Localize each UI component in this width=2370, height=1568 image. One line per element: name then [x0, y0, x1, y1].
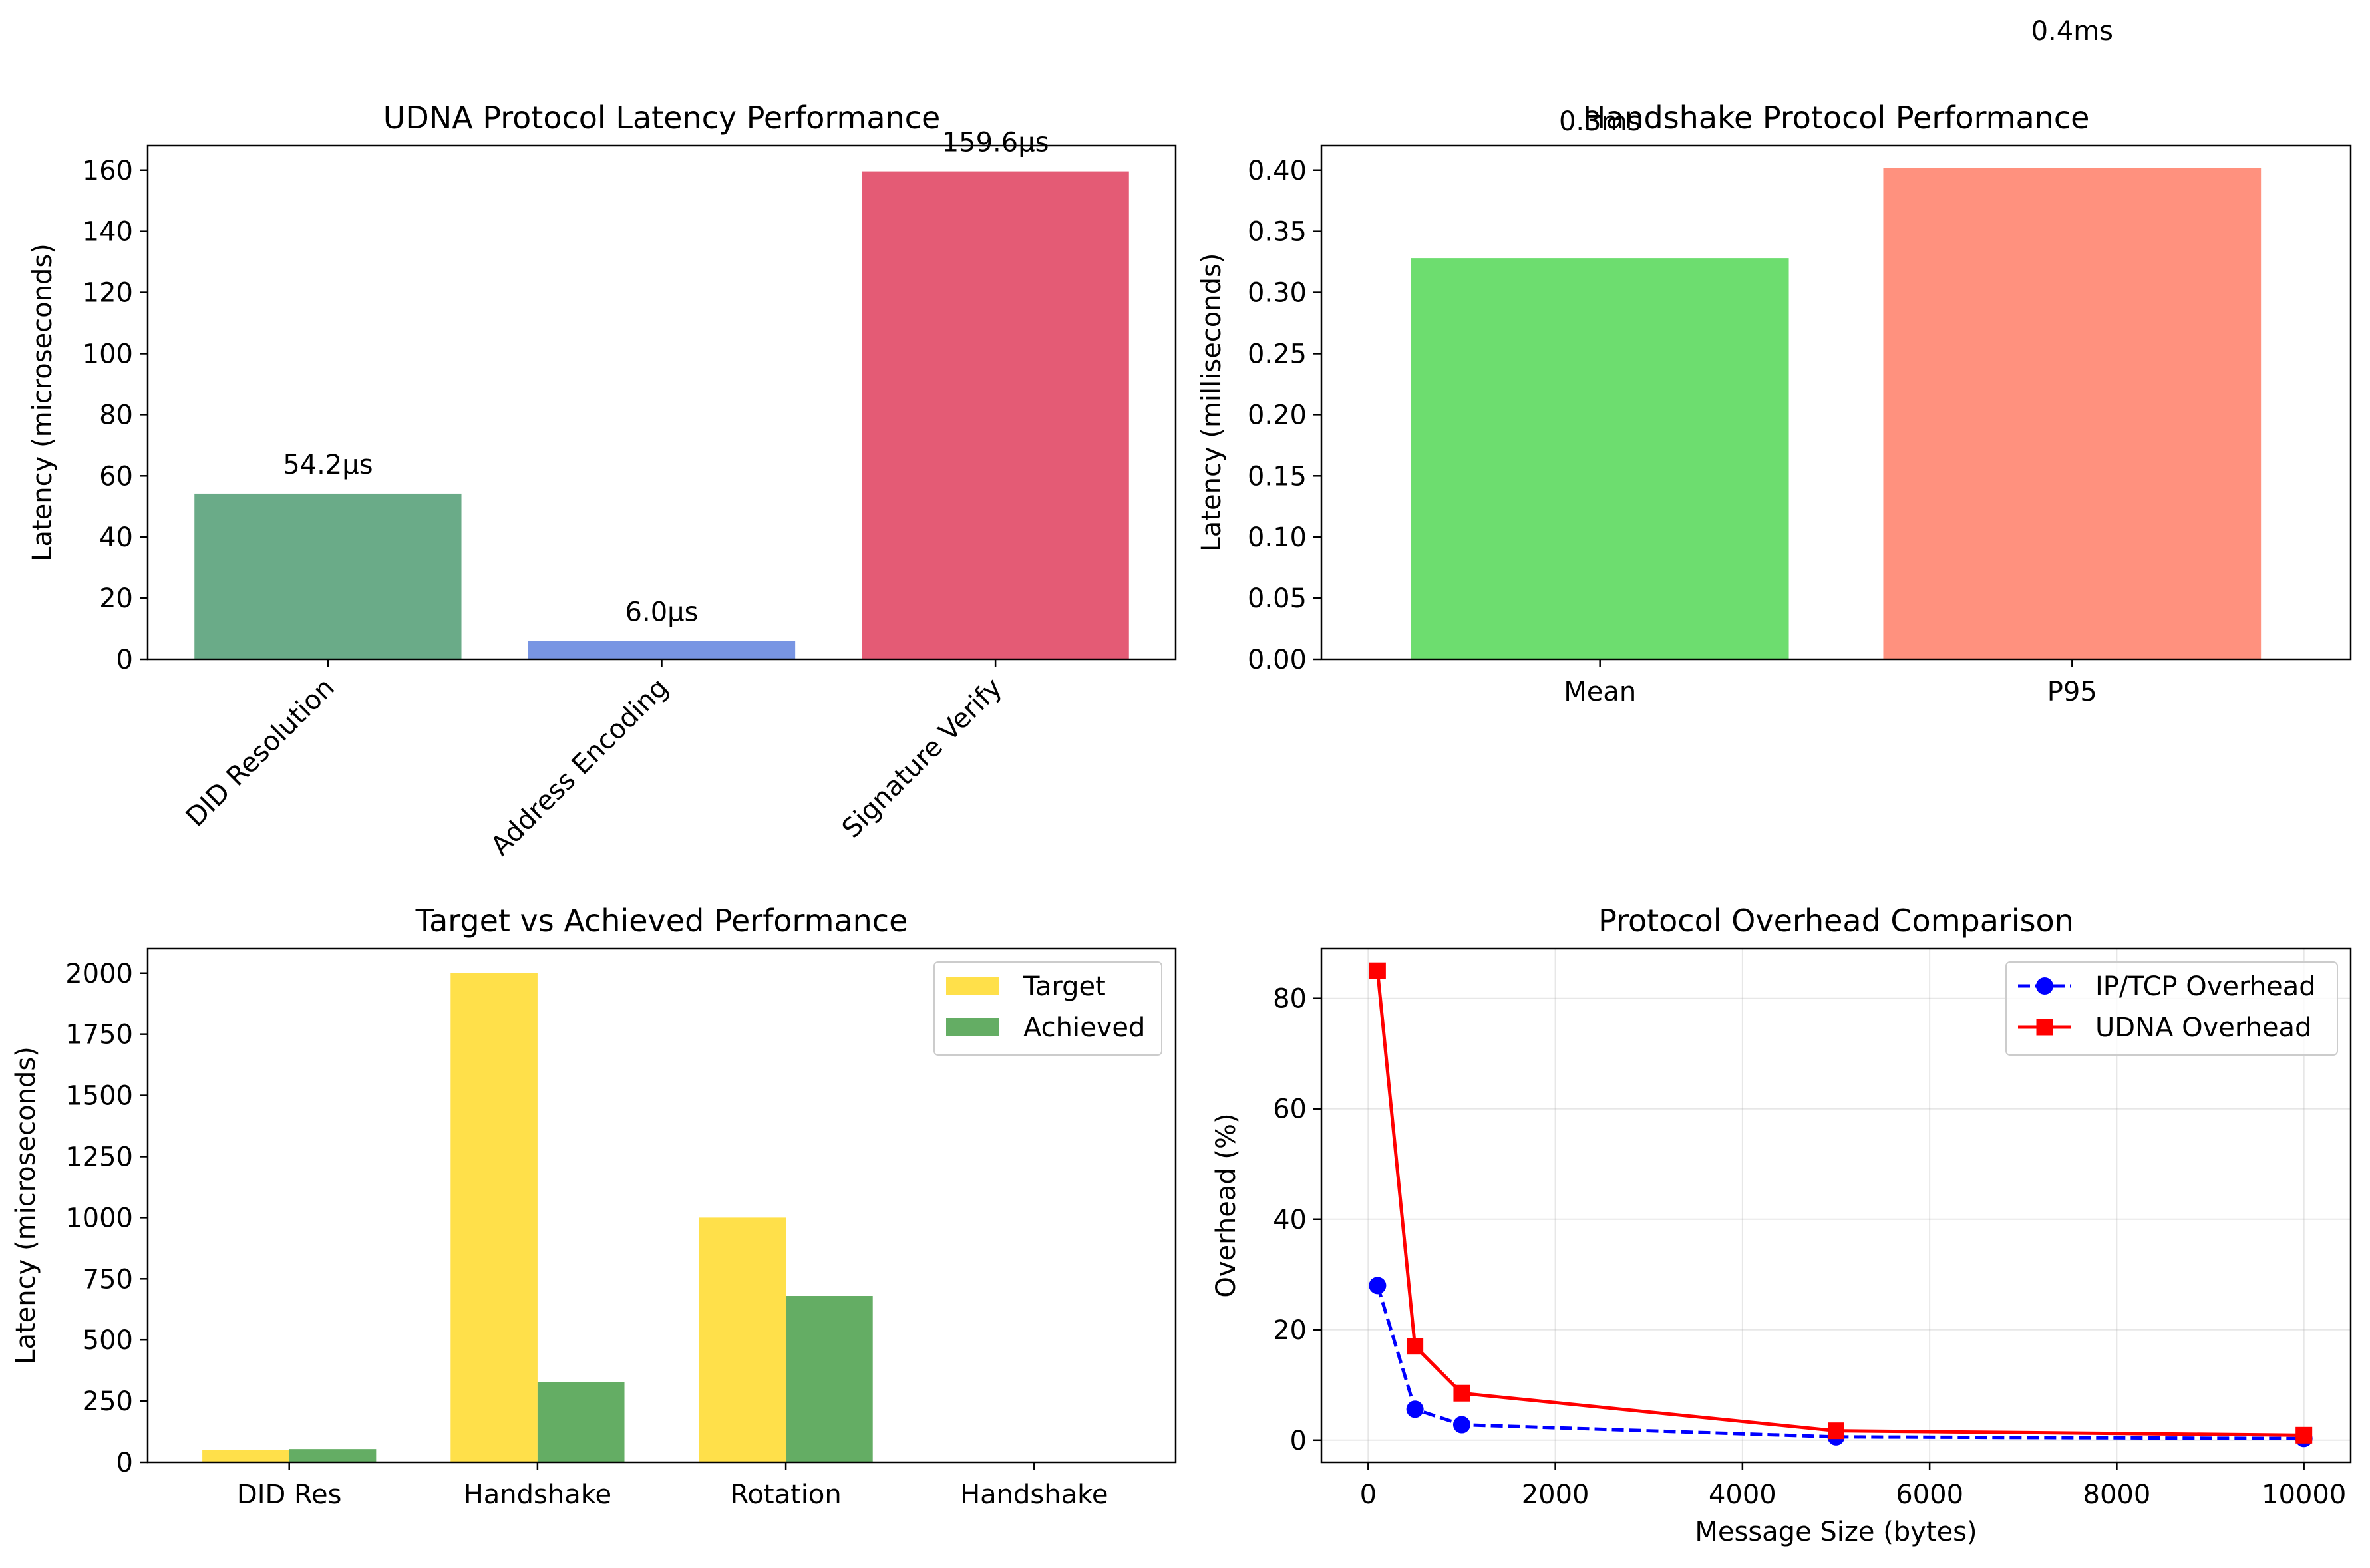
y-tick-label: 1500	[65, 1081, 133, 1112]
y-tick-label: 250	[83, 1386, 133, 1417]
data-point	[1453, 1384, 1470, 1402]
bar-target-2	[699, 1217, 786, 1462]
plot-frame-2	[146, 947, 1177, 1464]
y-tick-label: 0.30	[1248, 278, 1307, 309]
bar-0	[1411, 258, 1789, 660]
y-tick-label: 2000	[65, 959, 133, 989]
bar-value-label: 159.6μs	[942, 128, 1049, 158]
data-point	[1828, 1422, 1844, 1440]
data-point	[1407, 1338, 1424, 1355]
bar-1	[1883, 168, 2262, 660]
y-axis-label: Latency (microseconds)	[11, 1046, 41, 1364]
y-tick-label: 160	[83, 156, 133, 186]
chart-title: Target vs Achieved Performance	[415, 903, 908, 939]
legend-swatch	[946, 977, 999, 995]
x-tick-label: Mean	[1564, 677, 1636, 707]
bar-target-0	[202, 1450, 289, 1462]
legend: IP/TCP Overhead UDNA Overhead	[2005, 961, 2338, 1056]
y-tick-label: 80	[99, 400, 133, 430]
y-tick-label: 1000	[65, 1203, 133, 1233]
x-tick-label: Handshake	[464, 1480, 611, 1510]
legend-swatch	[946, 1018, 999, 1036]
plot-frame-3	[1320, 947, 2352, 1464]
y-tick-label: 100	[83, 339, 133, 369]
y-tick-label: 20	[1273, 1315, 1307, 1346]
legend-label: Achieved	[1023, 1013, 1145, 1043]
bar-achieved-0	[289, 1449, 377, 1462]
bar-value-label: 54.2μs	[283, 450, 373, 480]
chart-title: Handshake Protocol Performance	[1583, 100, 2090, 136]
data-point	[2295, 1426, 2313, 1444]
bar-value-label: 0.4ms	[2031, 16, 2113, 47]
legend-marker	[2036, 1019, 2053, 1036]
y-tick-label: 750	[83, 1264, 133, 1295]
chart-title: UDNA Protocol Latency Performance	[383, 100, 941, 136]
y-tick-label: 60	[1273, 1094, 1307, 1125]
x-tick-label: 10000	[2262, 1480, 2346, 1510]
y-tick-label: 0.35	[1248, 217, 1307, 247]
x-tick-label: Handshake	[960, 1480, 1108, 1510]
plot-frame-1	[1320, 144, 2352, 661]
legend-box	[2005, 961, 2338, 1056]
y-tick-label: 0	[1290, 1426, 1307, 1456]
y-axis-label: Latency (milliseconds)	[1196, 253, 1227, 552]
legend-label: UDNA Overhead	[2095, 1013, 2311, 1043]
data-point	[1452, 1416, 1470, 1434]
y-tick-label: 40	[99, 522, 133, 553]
y-axis-label: Overhead (%)	[1211, 1113, 1242, 1297]
data-point	[1406, 1400, 1424, 1418]
y-tick-label: 40	[1273, 1205, 1307, 1235]
bar-achieved-2	[786, 1296, 873, 1462]
y-tick-label: 0	[116, 645, 133, 675]
x-tick-label: 2000	[1522, 1480, 1590, 1510]
bar-value-label: 0.3ms	[1559, 106, 1641, 137]
data-point	[1369, 1277, 1387, 1295]
bar-2	[862, 171, 1129, 660]
plot-frame-0	[146, 144, 1177, 661]
y-tick-label: 0.20	[1248, 400, 1307, 430]
x-tick-label: DID Resolution	[180, 673, 341, 833]
x-tick-label: 0	[1360, 1480, 1377, 1510]
x-tick-label: 4000	[1709, 1480, 1777, 1510]
data-point	[1369, 962, 1386, 979]
legend-marker	[2036, 977, 2053, 995]
y-tick-label: 20	[99, 583, 133, 614]
bar-value-label: 6.0μs	[625, 597, 699, 627]
x-tick-label: Address Encoding	[485, 673, 675, 862]
x-tick-label: Rotation	[730, 1480, 841, 1510]
bar-achieved-1	[537, 1382, 625, 1462]
x-axis-label: Message Size (bytes)	[1695, 1517, 1977, 1547]
y-tick-label: 120	[83, 278, 133, 309]
y-tick-label: 0.40	[1248, 156, 1307, 186]
y-tick-label: 0.10	[1248, 522, 1307, 553]
x-tick-label: Signature Verify	[836, 673, 1008, 844]
y-tick-label: 0.15	[1248, 461, 1307, 492]
y-tick-label: 80	[1273, 984, 1307, 1015]
y-tick-label: 140	[83, 217, 133, 247]
bar-target-1	[450, 973, 538, 1462]
y-tick-label: 1250	[65, 1142, 133, 1172]
x-tick-label: P95	[2047, 677, 2097, 707]
x-tick-label: DID Res	[237, 1480, 342, 1510]
legend-label: IP/TCP Overhead	[2095, 971, 2316, 1002]
legend-label: Target	[1023, 971, 1106, 1002]
y-tick-label: 0.05	[1248, 583, 1307, 614]
y-tick-label: 60	[99, 461, 133, 492]
bar-1	[528, 641, 796, 659]
series-line-0	[1375, 1285, 2304, 1440]
bar-0	[194, 493, 462, 659]
chart-title: Protocol Overhead Comparison	[1598, 903, 2074, 939]
y-axis-label: Latency (microseconds)	[27, 243, 58, 561]
x-tick-label: 6000	[1896, 1480, 1963, 1510]
y-tick-label: 500	[83, 1325, 133, 1356]
y-tick-label: 0	[116, 1448, 133, 1478]
y-tick-label: 0.00	[1248, 645, 1307, 675]
x-tick-label: 8000	[2083, 1480, 2151, 1510]
legend: Target Achieved	[933, 961, 1162, 1056]
y-tick-label: 0.25	[1248, 339, 1307, 369]
y-tick-label: 1750	[65, 1020, 133, 1050]
